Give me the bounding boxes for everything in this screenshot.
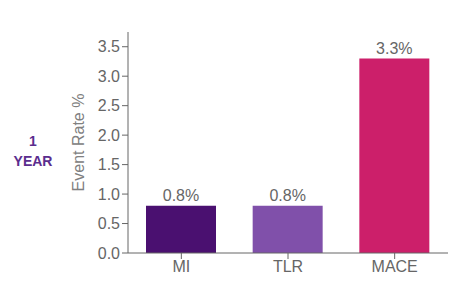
- svg-text:1.0: 1.0: [98, 186, 120, 203]
- svg-text:0.8%: 0.8%: [269, 187, 305, 204]
- svg-text:0.5: 0.5: [98, 215, 120, 232]
- svg-text:MACE: MACE: [372, 258, 418, 275]
- svg-text:0.8%: 0.8%: [163, 187, 199, 204]
- svg-text:2.0: 2.0: [98, 127, 120, 144]
- html-text:1: 1: [29, 132, 37, 149]
- svg-text:TLR: TLR: [273, 258, 303, 275]
- svg-text:Event Rate %: Event Rate %: [70, 94, 87, 192]
- svg-text:3.5: 3.5: [98, 38, 120, 55]
- svg-text:3.3%: 3.3%: [376, 40, 412, 57]
- svg-text:1.5: 1.5: [98, 156, 120, 173]
- svg-text:0.0: 0.0: [98, 245, 120, 262]
- svg-text:MI: MI: [172, 258, 190, 275]
- svg-text:2.5: 2.5: [98, 97, 120, 114]
- svg-text:3.0: 3.0: [98, 68, 120, 85]
- html-text:YEAR: YEAR: [13, 152, 53, 169]
